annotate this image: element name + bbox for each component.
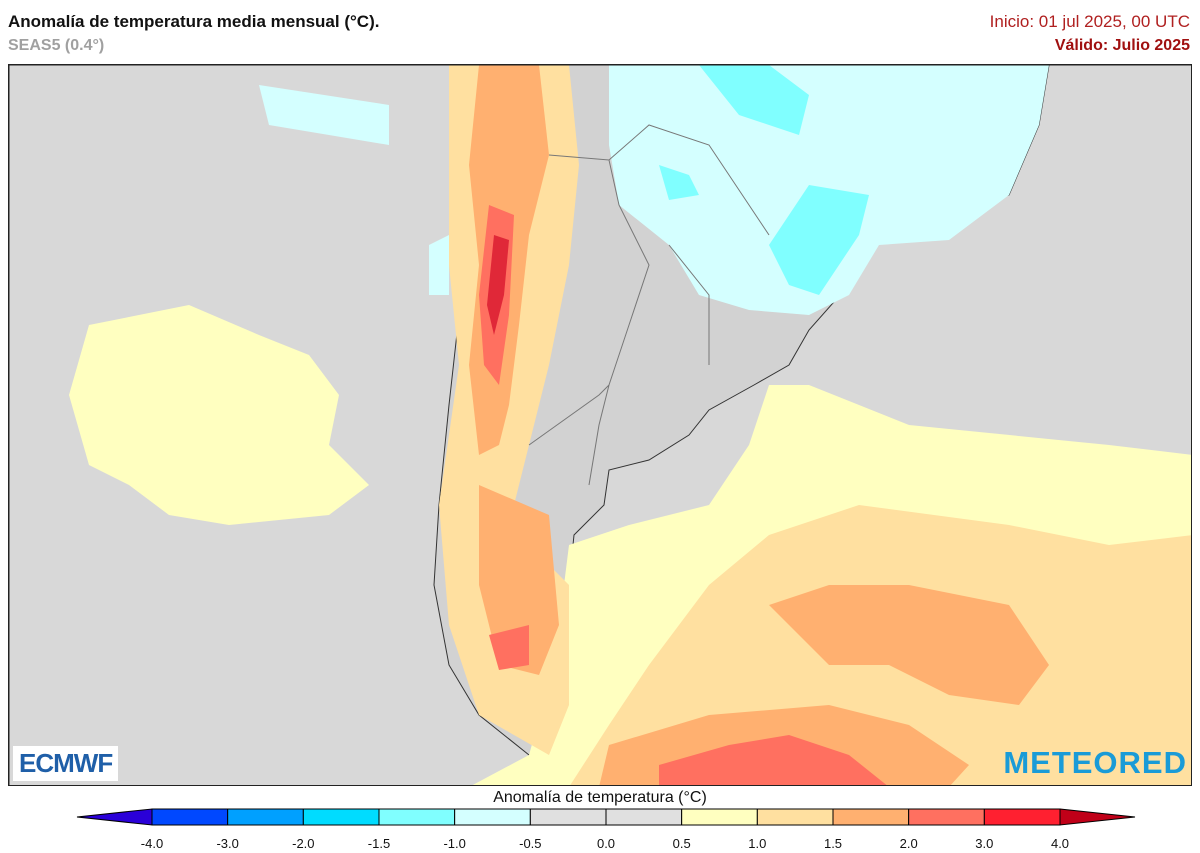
colorbar-tick-label: -1.5	[367, 836, 391, 851]
ecmwf-logo: ECMWF	[13, 746, 119, 781]
anomaly-red-atlantic	[659, 735, 887, 785]
anomaly-warm-pacific	[69, 305, 369, 525]
colorbar-swatch	[832, 808, 910, 826]
colorbar-tick-label: 2.0	[899, 836, 918, 851]
colorbar-tick-label: -2.0	[292, 836, 315, 851]
init-date: Inicio: 01 jul 2025, 00 UTC	[989, 12, 1190, 31]
colorbar-tick-label: -3.0	[216, 836, 239, 851]
colorbar-swatch	[302, 808, 380, 826]
colorbar-swatch	[151, 808, 229, 826]
colorbar-swatch	[529, 808, 607, 826]
map-title: Anomalía de temperatura media mensual (°…	[8, 12, 380, 31]
colorbar-tick-label: 0.5	[672, 836, 691, 851]
anomaly-map: ECMWF METEORED	[8, 64, 1192, 786]
colorbar-tick-label: 1.0	[748, 836, 767, 851]
colorbar-arrow-high	[1059, 808, 1136, 826]
anomaly-orange2-atlantic	[599, 585, 1049, 785]
colorbar	[76, 808, 1136, 826]
colorbar-swatch	[227, 808, 304, 826]
country-borders	[528, 124, 770, 486]
colorbar-tick-label: 3.0	[975, 836, 994, 851]
colorbar-tick-label: -1.0	[443, 836, 466, 851]
colorbar-tick-label: -4.0	[140, 836, 164, 851]
colorbar-swatch	[908, 808, 985, 826]
colorbar-swatch	[605, 808, 683, 826]
model-subtitle: SEAS5 (0.4°)	[8, 37, 105, 54]
anomaly-cool-cyan	[659, 65, 869, 295]
map-canvas	[9, 65, 1191, 785]
meteored-logo: METEORED	[1003, 745, 1187, 780]
colorbar-swatch	[454, 808, 531, 826]
colorbar-swatch	[681, 808, 758, 826]
colorbar-swatch	[983, 808, 1061, 826]
anomaly-cool-pacific	[259, 85, 449, 295]
colorbar-tick-label: 4.0	[1050, 836, 1070, 851]
colorbar-tick-label: -0.5	[519, 836, 542, 851]
colorbar-label: Anomalía de temperatura (°C)	[493, 789, 707, 806]
colorbar-tick-label: 0.0	[596, 836, 616, 851]
colorbar-swatch	[378, 808, 456, 826]
anomaly-andes-max	[487, 235, 509, 335]
colorbar-arrow-low	[76, 808, 153, 826]
colorbar-swatch	[756, 808, 834, 826]
valid-period: Válido: Julio 2025	[1054, 37, 1190, 54]
colorbar-tick-label: 1.5	[823, 836, 843, 851]
